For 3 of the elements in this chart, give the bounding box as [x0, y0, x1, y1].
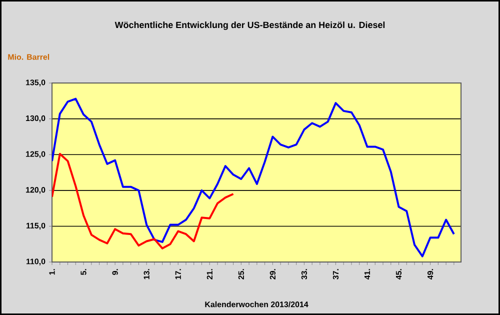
chart-title: Wöchentliche Entwicklung der US-Bestände an Heizöl u. Diesel: [114, 22, 385, 30]
line-series: [52, 98, 455, 258]
line-series: [52, 152, 234, 250]
